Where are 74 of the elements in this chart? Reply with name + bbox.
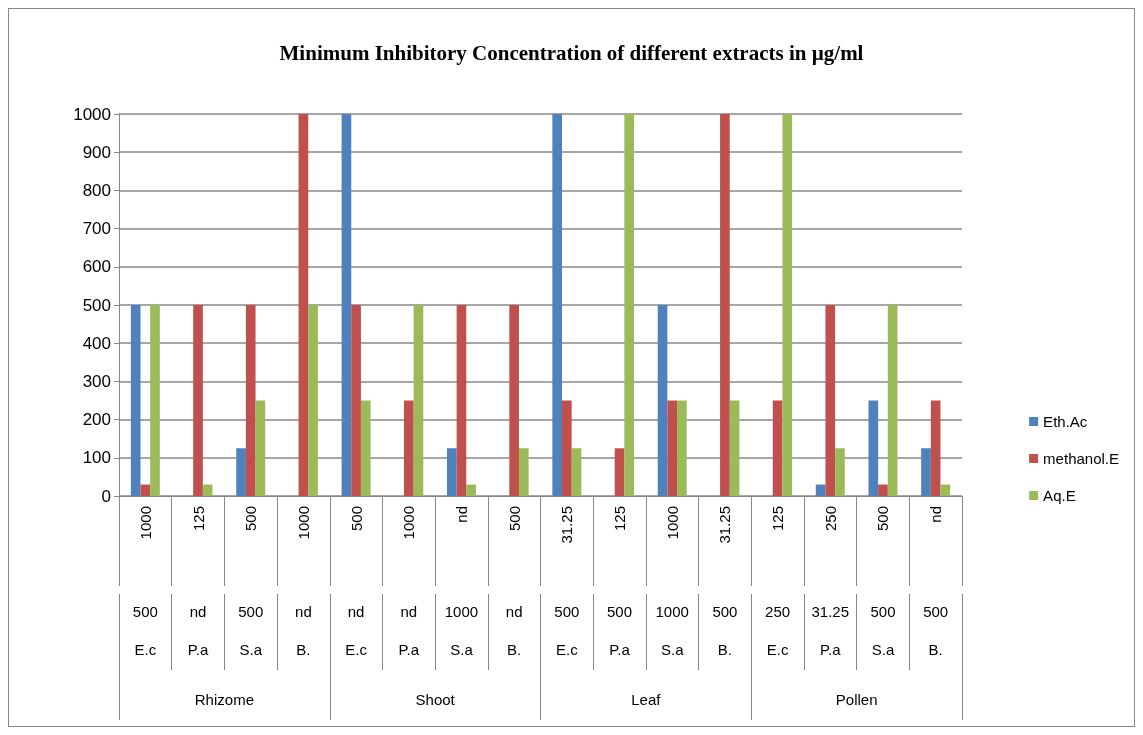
category-label: 1000 nd P.a: [398, 506, 420, 658]
category-label: 125 nd P.a: [187, 506, 209, 658]
y-tick-label: 0: [101, 486, 111, 506]
y-tick-label: 800: [82, 180, 111, 200]
y-tick-label: 300: [82, 371, 111, 391]
category-label: nd 500 B.: [923, 506, 949, 658]
category-label: 125 500 P.a: [607, 506, 633, 658]
bar: [403, 400, 414, 496]
y-tick-label: 400: [82, 333, 111, 353]
bar: [202, 484, 213, 496]
bar: [509, 305, 519, 496]
text: Pollen: [835, 691, 878, 708]
legend-label: Aq.E: [1043, 487, 1076, 504]
category-label: 31.25 500 E.c: [554, 506, 580, 658]
text: Shoot: [415, 691, 456, 708]
legend-label: methanol.E: [1043, 450, 1120, 467]
category-label: 1000 nd B.: [294, 506, 312, 658]
bar: [341, 114, 352, 496]
bar: [720, 114, 730, 496]
category-label: 500 500 S.a: [238, 506, 264, 658]
bar: [413, 305, 424, 496]
bar: [887, 305, 898, 496]
bar: [298, 114, 309, 496]
bar: [562, 400, 572, 496]
bar: [518, 448, 529, 496]
category-label: 500 nd E.c: [345, 506, 367, 658]
bar: [255, 400, 266, 496]
y-tick-label: 200: [82, 410, 111, 430]
bar: [878, 484, 888, 496]
bar: [351, 305, 361, 496]
bar: [446, 448, 457, 496]
category-label: 125 250 E.c: [765, 506, 791, 658]
bar: [360, 400, 371, 496]
bar: [772, 400, 783, 496]
bar: [308, 305, 318, 496]
y-tick-label: 500: [82, 295, 111, 315]
bar: [456, 305, 467, 496]
category-label: 1000 500 E.c: [132, 506, 158, 658]
bar: [571, 448, 582, 496]
y-tick-label: 600: [82, 257, 111, 277]
bar: [552, 114, 563, 496]
text: Rhizome: [194, 691, 254, 708]
y-tick-label: 700: [82, 219, 111, 239]
category-label: 31.25 500 B.: [712, 506, 738, 658]
y-tick-label: 900: [82, 142, 111, 162]
bar: [150, 305, 160, 496]
text: Leaf: [631, 691, 662, 708]
bar: [614, 448, 625, 496]
bar: [667, 400, 678, 496]
bar: [130, 305, 141, 496]
category-label: 250 31.25 P.a: [811, 506, 850, 658]
bar: [835, 448, 845, 496]
bar: [782, 114, 793, 496]
y-tick-label: 1000: [73, 104, 111, 124]
bar: [940, 484, 951, 496]
bar: [868, 400, 879, 496]
y-tick-label: 100: [82, 448, 111, 468]
bar: [657, 305, 668, 496]
bar: [930, 400, 941, 496]
bar: [921, 448, 931, 496]
bar: [729, 400, 740, 496]
category-label: 500 500 S.a: [870, 506, 896, 658]
bar: [825, 305, 836, 496]
bar: [624, 114, 635, 496]
category-label: 500 nd B.: [505, 506, 523, 658]
chart-title: Minimum Inhibitory Concentration of different extracts in µg/ml: [279, 40, 864, 65]
category-label: nd 1000 S.a: [444, 506, 479, 658]
bar: [236, 448, 246, 496]
bar: [466, 484, 476, 496]
bar: [677, 400, 687, 496]
category-label: 1000 1000 S.a: [655, 506, 689, 658]
bar: [193, 305, 203, 496]
bar: [245, 305, 256, 496]
legend-label: Eth.Ac: [1043, 413, 1088, 430]
